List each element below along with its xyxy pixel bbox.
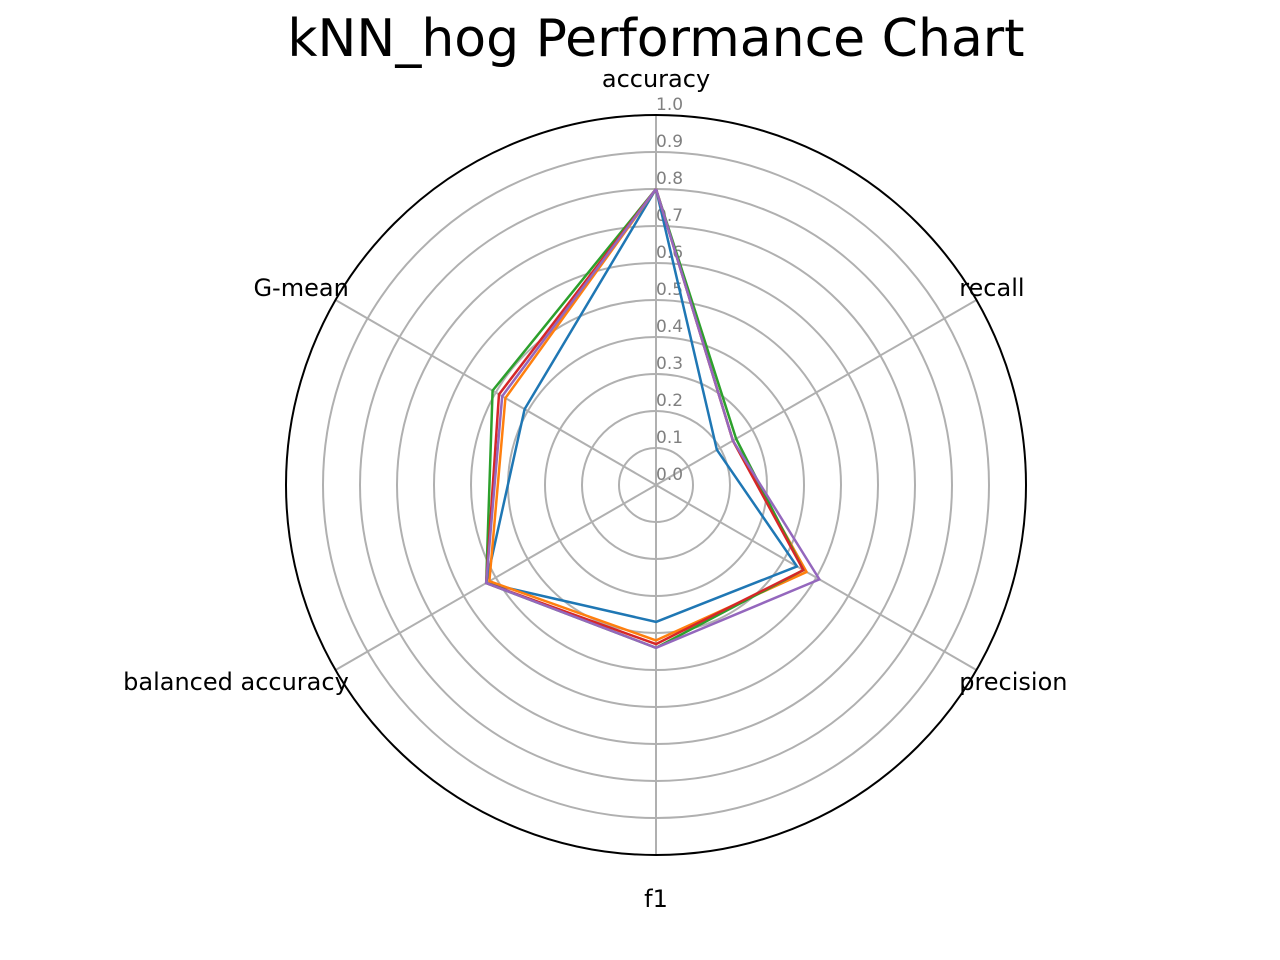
r-tick-label: 0.3 bbox=[656, 354, 683, 374]
chart-title: kNN_hog Performance Chart bbox=[287, 9, 1024, 69]
grid bbox=[285, 114, 1027, 856]
r-tick-label: 0.9 bbox=[656, 132, 683, 152]
r-tick-label: 0.1 bbox=[656, 428, 683, 448]
axis-label-G-mean: G-mean bbox=[253, 274, 348, 302]
axis-label-recall: recall bbox=[959, 274, 1024, 302]
axis-label-f1: f1 bbox=[644, 885, 668, 913]
axis-labels: accuracy recall precision f1 balanced accura… bbox=[123, 65, 1067, 913]
series-line-1 bbox=[484, 188, 799, 624]
r-tick-label: 0.0 bbox=[656, 465, 683, 485]
axis-label-balanced-accuracy: balanced accuracy bbox=[123, 668, 349, 696]
axis-label-precision: precision bbox=[959, 668, 1067, 696]
axis-label-accuracy: accuracy bbox=[602, 65, 710, 93]
r-tick-label: 1.0 bbox=[656, 95, 683, 115]
series-lines bbox=[484, 188, 821, 650]
r-tick-label: 0.8 bbox=[656, 169, 683, 189]
outer-ring bbox=[285, 114, 1027, 856]
grid-ring bbox=[470, 299, 842, 671]
radial-tick-labels: 0.00.10.20.30.40.50.60.70.80.91.0 bbox=[656, 95, 683, 485]
grid-ring bbox=[544, 373, 768, 597]
series-line-5 bbox=[484, 188, 821, 650]
series-line-3 bbox=[484, 188, 805, 650]
grid-ring bbox=[322, 151, 990, 819]
r-tick-label: 0.5 bbox=[656, 280, 683, 300]
grid-ring bbox=[618, 447, 694, 523]
r-tick-label: 0.4 bbox=[656, 317, 683, 337]
grid-ring bbox=[396, 225, 916, 745]
r-tick-label: 0.2 bbox=[656, 391, 683, 411]
grid-ring bbox=[433, 262, 879, 708]
grid-ring bbox=[581, 410, 731, 560]
